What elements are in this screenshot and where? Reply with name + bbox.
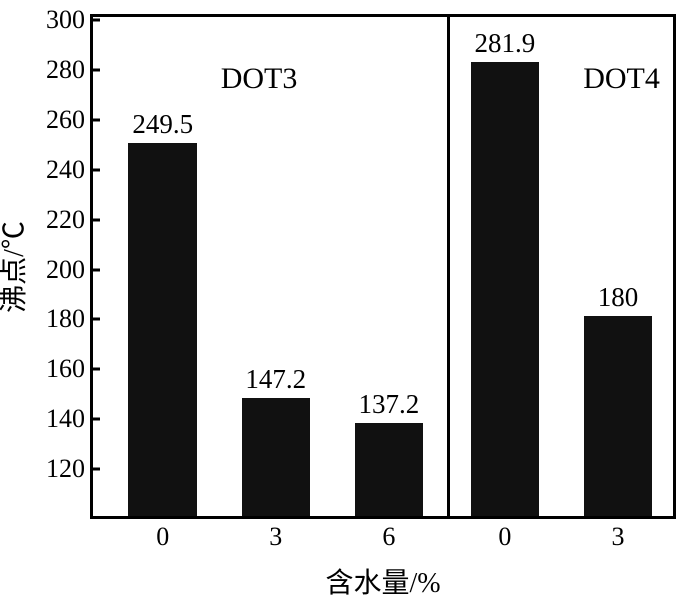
bar-value-label: 147.2	[245, 364, 306, 395]
y-tick-label: 300	[46, 5, 85, 35]
x-tick-label: 0	[498, 522, 511, 552]
x-axis-title: 含水量/%	[325, 561, 440, 601]
y-tick	[90, 19, 100, 22]
y-tick	[90, 268, 100, 271]
y-tick	[90, 368, 100, 371]
bar-value-label: 180	[598, 282, 639, 313]
bar: 147.2	[242, 398, 310, 516]
group-label: DOT3	[221, 62, 298, 96]
y-axis-title: 沸点/℃	[0, 221, 32, 313]
bar-value-label: 281.9	[475, 28, 536, 59]
bar-chart: 120 140 160 180 200 220 240 260 280 300 0 249.5 3 147…	[0, 0, 700, 610]
y-tick	[90, 418, 100, 421]
y-tick	[90, 468, 100, 471]
bar-value-label: 137.2	[359, 389, 420, 420]
x-tick-label: 3	[269, 522, 282, 552]
y-tick-label: 140	[46, 404, 85, 434]
y-tick-label: 160	[46, 354, 85, 384]
plot-area: 1201401601802002202402602803000249.53147…	[90, 14, 676, 519]
y-tick	[90, 118, 100, 121]
y-tick-label: 120	[46, 454, 85, 484]
bar: 137.2	[355, 423, 423, 516]
y-tick-label: 240	[46, 155, 85, 185]
panel-divider	[447, 17, 450, 516]
x-tick-label: 6	[382, 522, 395, 552]
bar: 281.9	[471, 62, 539, 516]
bar-value-label: 249.5	[132, 109, 193, 140]
y-tick	[90, 168, 100, 171]
bar: 180	[584, 316, 652, 516]
y-tick-label: 200	[46, 255, 85, 285]
y-tick	[90, 218, 100, 221]
y-tick	[90, 318, 100, 321]
y-tick	[90, 68, 100, 71]
bar: 249.5	[128, 143, 196, 516]
y-tick-label: 180	[46, 304, 85, 334]
y-tick-label: 220	[46, 205, 85, 235]
y-tick-label: 260	[46, 105, 85, 135]
x-tick-label: 3	[612, 522, 625, 552]
y-tick-label: 280	[46, 55, 85, 85]
x-tick-label: 0	[156, 522, 169, 552]
group-label: DOT4	[583, 62, 660, 96]
